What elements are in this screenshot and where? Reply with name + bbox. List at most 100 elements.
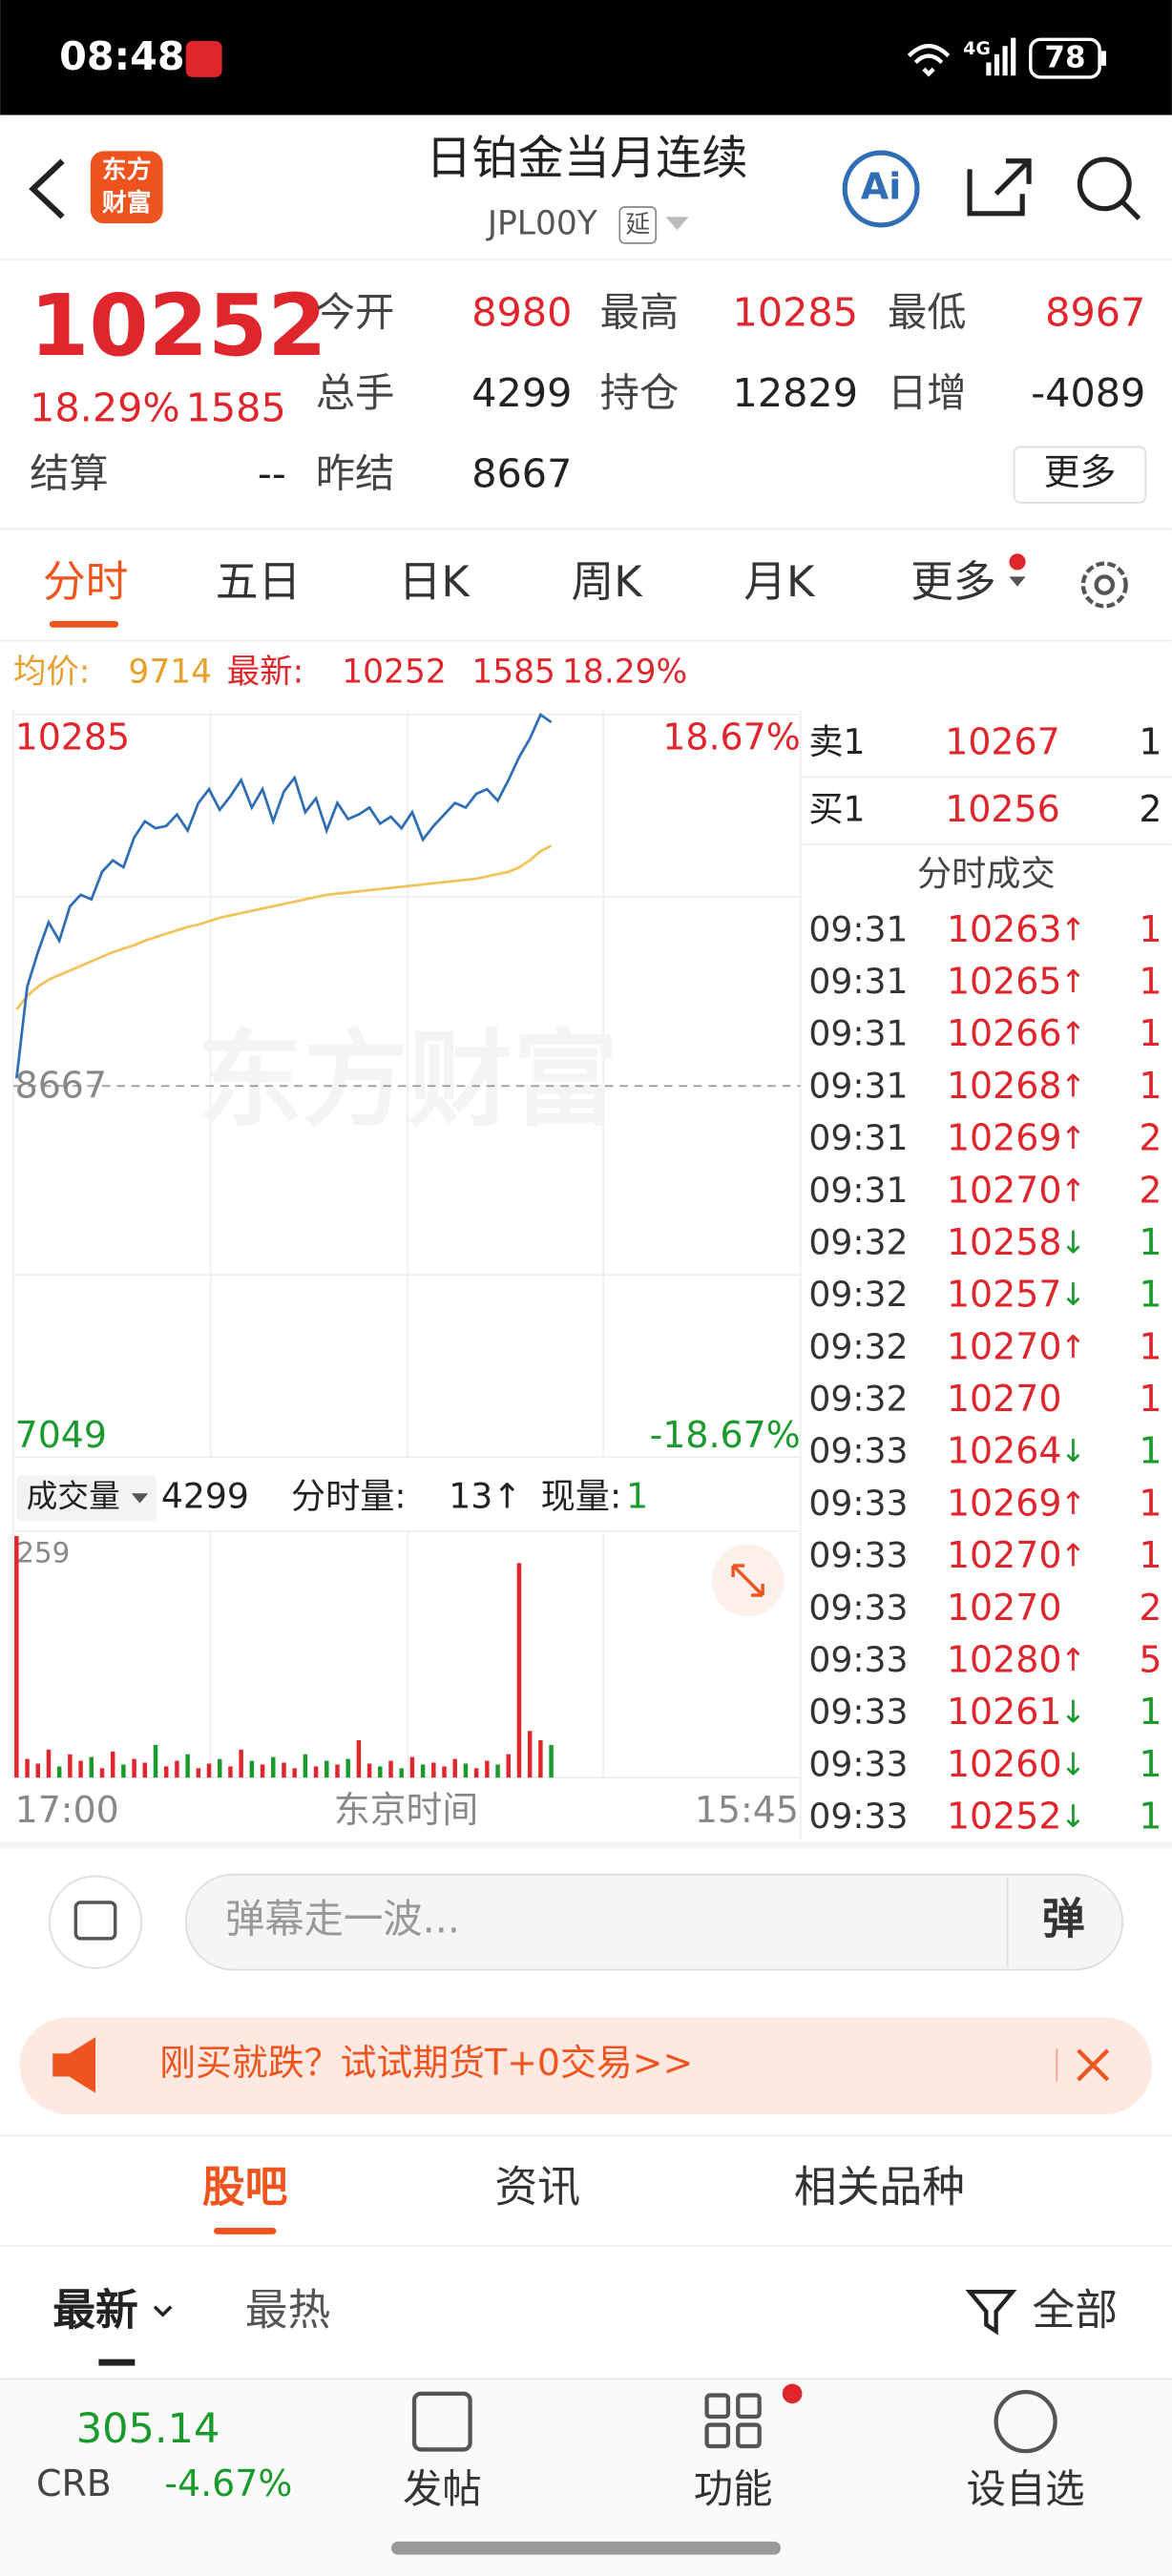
tab[interactable]: 更多 <box>910 556 996 607</box>
book-side: 卖1 <box>808 721 865 762</box>
x-label: 17:00 <box>15 1789 119 1831</box>
contract-code: JPL00Y <box>486 204 598 242</box>
volume-bar <box>356 1740 362 1778</box>
trade-time: 09:33 <box>808 1639 908 1680</box>
trade-volume: 1 <box>1139 1012 1162 1054</box>
trade-volume: 1 <box>1139 1430 1162 1472</box>
tab[interactable]: 五日 <box>216 556 302 607</box>
danmaku-button[interactable]: 弹 <box>1042 1894 1085 1944</box>
field-label: 昨结 <box>316 450 395 496</box>
price-line <box>14 712 553 1079</box>
volume-bar <box>35 1763 40 1778</box>
trade-price: 10270 <box>947 1534 1062 1576</box>
volume-selector[interactable] <box>16 1475 157 1522</box>
logo[interactable] <box>90 151 163 224</box>
volume-bar <box>78 1760 83 1778</box>
search-button[interactable] <box>1077 156 1132 212</box>
volume-arrow <box>131 1493 149 1504</box>
back-button[interactable] <box>29 158 65 219</box>
nav-item[interactable]: 发帖 <box>403 2466 482 2512</box>
volume-bar <box>239 1749 243 1778</box>
trade-direction: ↑ <box>1060 1329 1086 1365</box>
filter-label[interactable]: 全部 <box>1033 2284 1119 2335</box>
battery-level: 78 <box>1044 40 1085 74</box>
volume-bar <box>121 1764 126 1778</box>
trade-time: 09:32 <box>808 1221 908 1262</box>
tab[interactable]: 分时 <box>43 556 129 607</box>
volume-bar <box>132 1758 136 1778</box>
tab[interactable]: 月K <box>743 556 816 607</box>
section-tab[interactable]: 相关品种 <box>794 2161 965 2212</box>
trade-price: 10264 <box>947 1430 1062 1472</box>
book-price: 10267 <box>945 721 1060 763</box>
share-button[interactable] <box>967 158 1032 217</box>
banner-close[interactable] <box>1077 2048 1110 2082</box>
trade-price: 10258 <box>947 1221 1062 1263</box>
last-change-pct: 18.29% <box>562 653 687 691</box>
trade-time: 09:32 <box>808 1379 908 1420</box>
trade-direction: ↑ <box>1060 1068 1086 1104</box>
change: 1585 <box>186 384 286 430</box>
trade-direction: ↓ <box>1060 1746 1086 1782</box>
function-icon[interactable] <box>704 2393 762 2449</box>
volume-bar <box>196 1768 201 1778</box>
post-icon[interactable] <box>411 2391 472 2452</box>
nav-item[interactable]: 功能 <box>694 2466 773 2512</box>
trade-volume: 1 <box>1139 1743 1162 1785</box>
more-label[interactable]: 更多 <box>1044 451 1117 493</box>
tab[interactable]: 日K <box>399 556 471 607</box>
volume-label[interactable]: 成交量 <box>27 1478 120 1514</box>
more-button[interactable] <box>1013 446 1147 504</box>
ai-button[interactable] <box>842 150 920 228</box>
trade-price: 10266 <box>947 1012 1062 1054</box>
volume-bar <box>68 1754 73 1778</box>
trade-volume: 1 <box>1139 1796 1162 1838</box>
section-tab[interactable]: 股吧 <box>202 2161 288 2212</box>
trade-volume: 2 <box>1139 1169 1162 1211</box>
watchlist-icon[interactable] <box>994 2389 1057 2454</box>
trade-price: 10268 <box>947 1065 1062 1107</box>
trade-price: 10260 <box>947 1743 1062 1785</box>
tab[interactable]: 周K <box>571 556 643 607</box>
promo-banner[interactable] <box>19 2017 1153 2115</box>
filter-icon[interactable] <box>965 2289 1017 2336</box>
ai-label[interactable]: Ai <box>861 166 901 208</box>
sort-arrow <box>153 2305 173 2317</box>
code-arrow <box>665 217 689 231</box>
volume-bar <box>110 1751 115 1778</box>
index-value[interactable]: 305.14 <box>76 2405 220 2453</box>
book-volume: 2 <box>1139 788 1162 830</box>
settings-button[interactable] <box>1080 561 1128 609</box>
comment-input[interactable] <box>184 1873 1124 1971</box>
trade-volume: 1 <box>1139 1221 1162 1263</box>
trade-volume: 2 <box>1139 1587 1162 1629</box>
trade-time: 09:31 <box>808 961 908 1002</box>
trade-volume: 1 <box>1139 1325 1162 1367</box>
banner-text[interactable]: 刚买就跌？试试期货T+0交易>> <box>159 2042 693 2084</box>
nav-item[interactable]: 设自选 <box>967 2466 1085 2512</box>
trade-volume: 2 <box>1139 1117 1162 1159</box>
trade-time: 09:32 <box>808 1326 908 1367</box>
trade-direction: ↑ <box>1060 1173 1086 1209</box>
trade-direction: ↑ <box>1060 1538 1086 1574</box>
trade-volume: 1 <box>1139 1274 1162 1316</box>
comment-tools[interactable] <box>48 1875 143 1969</box>
volume-bar <box>366 1763 372 1778</box>
field-label: 最低 <box>888 290 967 336</box>
volume-total: 4299 <box>161 1475 249 1516</box>
sort-tab[interactable]: 最新 <box>52 2284 138 2335</box>
trade-time: 09:33 <box>808 1587 908 1628</box>
trade-time: 09:33 <box>808 1796 908 1837</box>
megaphone-icon <box>52 2037 96 2093</box>
wifi-icon <box>907 44 951 77</box>
volume-bar <box>527 1731 533 1778</box>
avg-value: 9714 <box>128 653 212 691</box>
field-value: 8967 <box>1045 290 1145 336</box>
volume-bar <box>260 1764 265 1778</box>
section-tab[interactable]: 资讯 <box>494 2161 580 2212</box>
volume-bar <box>99 1768 105 1778</box>
sort-tab[interactable]: 最热 <box>245 2284 331 2335</box>
comment-placeholder[interactable]: 弹幕走一波... <box>225 1897 460 1942</box>
volume-bar <box>473 1768 479 1778</box>
trade-direction: ↓ <box>1060 1798 1086 1835</box>
